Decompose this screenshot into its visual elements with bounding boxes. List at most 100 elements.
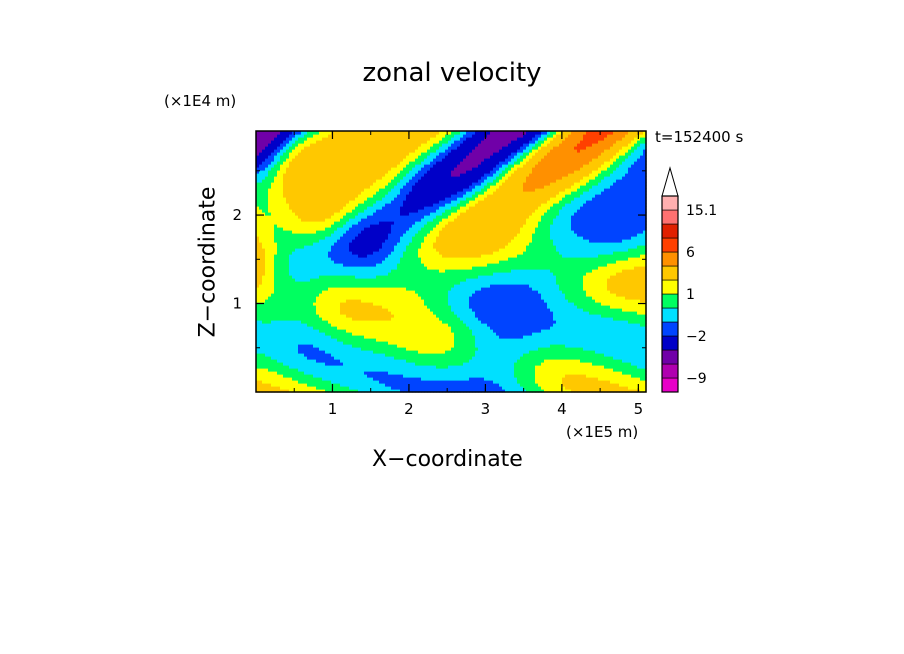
contour-cell (415, 302, 419, 306)
contour-cell (409, 296, 413, 300)
contour-cell (256, 356, 260, 360)
contour-cell (265, 350, 269, 354)
contour-cell (256, 185, 260, 189)
contour-cell (328, 224, 332, 228)
contour-cell (289, 263, 293, 267)
contour-cell (424, 281, 428, 285)
contour-cell (415, 134, 419, 138)
contour-cell (385, 191, 389, 195)
contour-cell (373, 284, 377, 288)
contour-cell (280, 134, 284, 138)
contour-cell (286, 386, 290, 390)
contour-cell (412, 347, 416, 351)
contour-cell (280, 146, 284, 150)
contour-cell (400, 386, 404, 390)
contour-cell (331, 284, 335, 288)
contour-cell (319, 302, 323, 306)
contour-cell (307, 377, 311, 381)
contour-cell (334, 269, 338, 273)
contour-cell (418, 191, 422, 195)
contour-cell (268, 377, 272, 381)
contour-cell (364, 386, 368, 390)
contour-cell (319, 176, 323, 180)
contour-cell (415, 230, 419, 234)
contour-cell (304, 281, 308, 285)
contour-cell (427, 338, 431, 342)
contour-cell (280, 161, 284, 165)
contour-cell (331, 149, 335, 153)
contour-cell (409, 215, 413, 219)
contour-cell (379, 134, 383, 138)
contour-cell (385, 233, 389, 237)
contour-cell (403, 248, 407, 252)
contour-cell (280, 188, 284, 192)
contour-cell (352, 326, 356, 330)
contour-cell (385, 263, 389, 267)
contour-cell (331, 305, 335, 309)
contour-cell (298, 350, 302, 354)
contour-cell (409, 230, 413, 234)
contour-cell (325, 146, 329, 150)
contour-cell (403, 188, 407, 192)
contour-cell (385, 323, 389, 327)
contour-cell (271, 299, 275, 303)
contour-cell (400, 317, 404, 321)
contour-cell (376, 302, 380, 306)
contour-cell (334, 194, 338, 198)
contour-cell (331, 368, 335, 372)
contour-cell (301, 254, 305, 258)
contour-cell (394, 386, 398, 390)
contour-cell (319, 359, 323, 363)
contour-cell (280, 383, 284, 387)
contour-cell (304, 233, 308, 237)
contour-cell (262, 359, 266, 363)
contour-cell (355, 305, 359, 309)
contour-cell (280, 386, 284, 390)
contour-cell (337, 233, 341, 237)
contour-cell (307, 155, 311, 159)
contour-cell (337, 299, 341, 303)
contour-cell (289, 146, 293, 150)
contour-cell (361, 245, 365, 249)
contour-cell (358, 371, 362, 375)
contour-cell (346, 194, 350, 198)
contour-cell (307, 368, 311, 372)
contour-cell (427, 317, 431, 321)
contour-cell (361, 167, 365, 171)
contour-cell (376, 323, 380, 327)
contour-cell (415, 272, 419, 276)
contour-cell (349, 197, 353, 201)
contour-cell (343, 332, 347, 336)
contour-cell (307, 278, 311, 282)
contour-cell (316, 275, 320, 279)
contour-cell (412, 203, 416, 207)
contour-cell (397, 257, 401, 261)
contour-cell (364, 239, 368, 243)
contour-cell (361, 272, 365, 276)
contour-cell (286, 362, 290, 366)
contour-cell (385, 344, 389, 348)
contour-cell (295, 155, 299, 159)
contour-cell (361, 389, 365, 393)
contour-cell (322, 194, 326, 198)
contour-cell (343, 287, 347, 291)
contour-cell (292, 293, 296, 297)
contour-cell (403, 233, 407, 237)
contour-cell (259, 143, 263, 147)
contour-cell (262, 179, 266, 183)
contour-cell (370, 359, 374, 363)
contour-cell (346, 248, 350, 252)
contour-cell (403, 185, 407, 189)
contour-cell (319, 299, 323, 303)
contour-cell (391, 299, 395, 303)
contour-cell (334, 296, 338, 300)
contour-cell (274, 368, 278, 372)
contour-cell (310, 173, 314, 177)
contour-cell (406, 278, 410, 282)
contour-cell (256, 323, 260, 327)
contour-cell (367, 134, 371, 138)
contour-cell (322, 323, 326, 327)
contour-cell (325, 329, 329, 333)
contour-cell (319, 182, 323, 186)
contour-cell (349, 176, 353, 180)
